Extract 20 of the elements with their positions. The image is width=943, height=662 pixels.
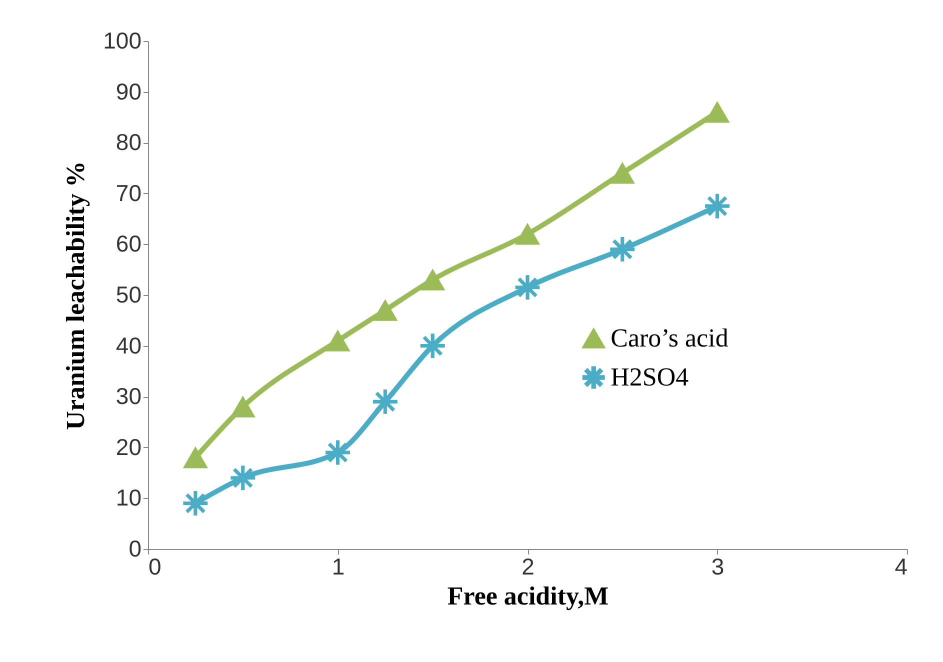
x-axis-title: Free acidity,M <box>447 582 609 610</box>
x-tick-label: 4 <box>894 554 908 580</box>
x-tick-label: 0 <box>148 554 162 580</box>
y-tick-label: 80 <box>116 129 142 156</box>
y-tick-label: 0 <box>128 536 142 562</box>
y-tick-label: 50 <box>116 282 142 308</box>
y-axis-title: Uranium leachability % <box>61 161 90 430</box>
y-tick-label: 90 <box>116 78 142 104</box>
x-tick-label: 3 <box>711 554 724 580</box>
y-tick-label: 100 <box>103 28 142 54</box>
y-tick-label: 70 <box>116 180 142 206</box>
y-tick-label: 10 <box>116 484 142 511</box>
y-tick-label: 30 <box>116 383 142 410</box>
y-tick-label: 40 <box>116 332 142 358</box>
x-tick-label: 2 <box>522 554 534 580</box>
legend-label: Caro’s acid <box>610 323 728 352</box>
x-tick-label: 1 <box>332 554 345 580</box>
y-tick-label: 20 <box>116 434 142 460</box>
y-tick-label: 60 <box>116 230 142 257</box>
legend-label: H2SO4 <box>610 362 689 392</box>
